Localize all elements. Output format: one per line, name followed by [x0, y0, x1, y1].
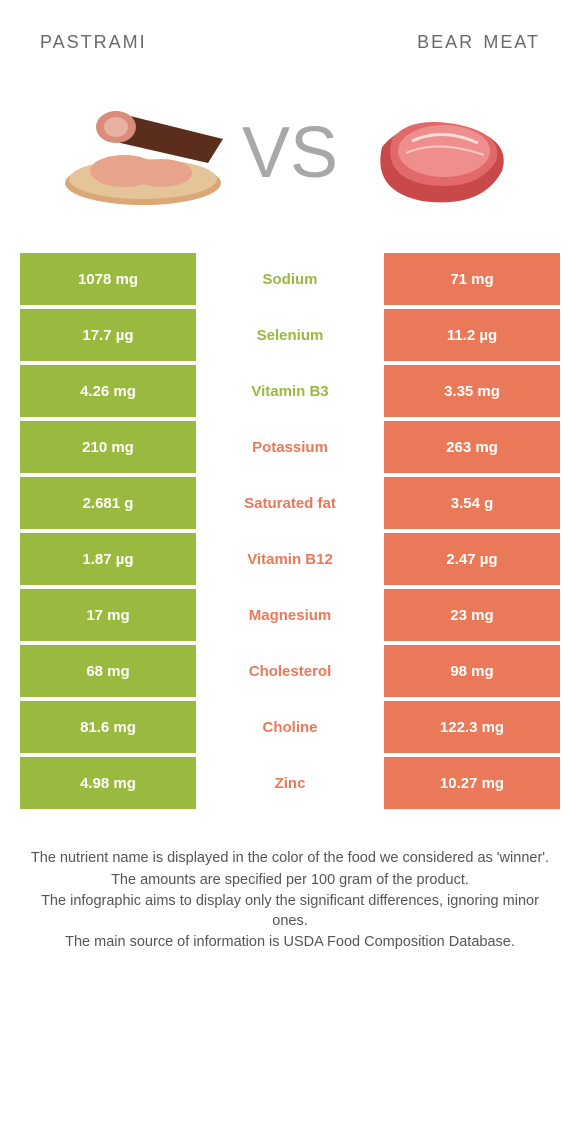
left-value: 1.87 µg: [20, 533, 196, 585]
footnote-line: The nutrient name is displayed in the co…: [28, 849, 552, 869]
right-value: 98 mg: [384, 645, 560, 697]
right-value: 122.3 mg: [384, 701, 560, 753]
nutrient-label: Zinc: [200, 757, 380, 809]
header: pastrami bear meat: [20, 24, 560, 83]
right-value: 2.47 µg: [384, 533, 560, 585]
nutrient-row: 4.98 mgZinc10.27 mg: [20, 757, 560, 809]
pastrami-image: [58, 93, 228, 213]
footnote-line: The main source of information is USDA F…: [28, 933, 552, 953]
right-value: 11.2 µg: [384, 309, 560, 361]
left-value: 17 mg: [20, 589, 196, 641]
nutrient-row: 2.681 gSaturated fat3.54 g: [20, 477, 560, 529]
nutrient-label: Cholesterol: [200, 645, 380, 697]
right-value: 3.54 g: [384, 477, 560, 529]
left-value: 17.7 µg: [20, 309, 196, 361]
nutrient-row: 17 mgMagnesium23 mg: [20, 589, 560, 641]
right-food-title: bear meat: [417, 24, 540, 55]
nutrient-label: Choline: [200, 701, 380, 753]
nutrient-table: 1078 mgSodium71 mg17.7 µgSelenium11.2 µg…: [20, 253, 560, 839]
left-food-title: pastrami: [40, 24, 147, 55]
nutrient-label: Saturated fat: [200, 477, 380, 529]
left-value: 68 mg: [20, 645, 196, 697]
left-value: 2.681 g: [20, 477, 196, 529]
nutrient-row: 4.26 mgVitamin B33.35 mg: [20, 365, 560, 417]
nutrient-row: 1.87 µgVitamin B122.47 µg: [20, 533, 560, 585]
right-value: 23 mg: [384, 589, 560, 641]
left-value: 210 mg: [20, 421, 196, 473]
hero-row: VS: [20, 83, 560, 253]
nutrient-row: 68 mgCholesterol98 mg: [20, 645, 560, 697]
left-value: 4.98 mg: [20, 757, 196, 809]
nutrient-label: Sodium: [200, 253, 380, 305]
nutrient-label: Potassium: [200, 421, 380, 473]
right-value: 71 mg: [384, 253, 560, 305]
bear-meat-image: [352, 93, 522, 213]
footnotes: The nutrient name is displayed in the co…: [20, 839, 560, 953]
nutrient-row: 210 mgPotassium263 mg: [20, 421, 560, 473]
right-value: 3.35 mg: [384, 365, 560, 417]
footnote-line: The infographic aims to display only the…: [28, 892, 552, 931]
left-value: 81.6 mg: [20, 701, 196, 753]
nutrient-label: Magnesium: [200, 589, 380, 641]
nutrient-label: Vitamin B12: [200, 533, 380, 585]
left-value: 1078 mg: [20, 253, 196, 305]
right-value: 10.27 mg: [384, 757, 560, 809]
left-value: 4.26 mg: [20, 365, 196, 417]
footnote-line: The amounts are specified per 100 gram o…: [28, 871, 552, 891]
vs-label: VS: [236, 117, 344, 189]
nutrient-row: 1078 mgSodium71 mg: [20, 253, 560, 305]
nutrient-label: Vitamin B3: [200, 365, 380, 417]
nutrient-row: 17.7 µgSelenium11.2 µg: [20, 309, 560, 361]
nutrient-label: Selenium: [200, 309, 380, 361]
right-value: 263 mg: [384, 421, 560, 473]
nutrient-row: 81.6 mgCholine122.3 mg: [20, 701, 560, 753]
